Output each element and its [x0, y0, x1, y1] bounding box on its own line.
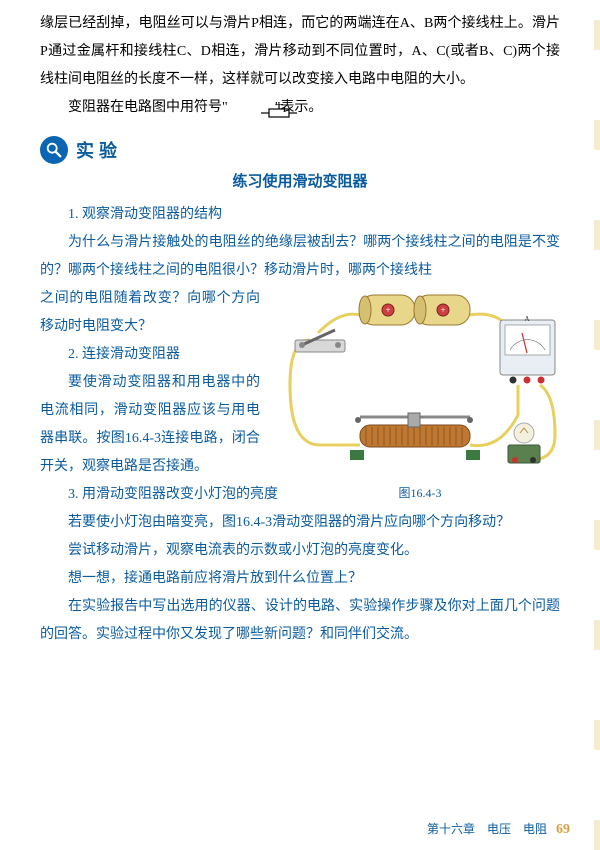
page-number: 69 — [556, 822, 570, 837]
experiment-title: 实 验 — [76, 137, 117, 163]
svg-text:A: A — [524, 315, 529, 323]
intro-p2-b: "表示。 — [275, 100, 323, 115]
battery-icon: + + — [359, 295, 470, 325]
intro-paragraph-2: 变阻器在电路图中用符号" "表示。 — [40, 94, 560, 122]
section-3-p3: 想一想，接通电路前应将滑片放到什么位置上？ — [40, 565, 560, 593]
chapter-label: 第十六章 电压 电阻 — [427, 822, 547, 836]
page-footer: 第十六章 电压 电阻 69 — [427, 820, 570, 838]
wrap-block: 之间的电阻随着改变？向哪个方向移动时电阻变大？ 2. 连接滑动变阻器 要使滑动变… — [40, 285, 560, 481]
intro-paragraph-1: 缘层已经刮掉，电阻丝可以与滑片P相连，而它的两端连在A、B两个接线柱上。滑片P通… — [40, 10, 560, 94]
bulb-icon — [508, 423, 540, 463]
figure-16-4-3: + + A — [270, 285, 570, 501]
variable-resistor-symbol-icon — [233, 101, 269, 115]
figure-caption: 图16.4-3 — [270, 484, 570, 501]
svg-text:+: + — [385, 305, 390, 315]
section-3-p1: 若要使小灯泡由暗变亮，图16.4-3滑动变阻器的滑片应向哪个方向移动？ — [40, 509, 560, 537]
section-1-body-b: 之间的电阻随着改变？向哪个方向移动时电阻变大？ — [40, 285, 260, 341]
intro-p2-a: 变阻器在电路图中用符号" — [68, 100, 228, 115]
svg-text:+: + — [440, 305, 445, 315]
ammeter-icon: A — [500, 315, 555, 384]
circuit-diagram-icon: + + A — [270, 285, 570, 475]
section-2-title: 2. 连接滑动变阻器 — [40, 341, 260, 369]
experiment-body-2: 3. 用滑动变阻器改变小灯泡的亮度 若要使小灯泡由暗变亮，图16.4-3滑动变阻… — [40, 481, 560, 649]
section-3-p4: 在实验报告中写出选用的仪器、设计的电路、实验操作步骤及你对上面几个问题的回答。实… — [40, 593, 560, 649]
switch-icon — [295, 330, 345, 352]
experiment-body: 1. 观察滑动变阻器的结构 为什么与滑片接触处的电阻丝的绝缘层被刮去？哪两个接线… — [40, 201, 560, 285]
rheostat-icon — [350, 413, 480, 460]
magnifier-icon — [40, 136, 68, 164]
page-container: 缘层已经刮掉，电阻丝可以与滑片P相连，而它的两端连在A、B两个接线柱上。滑片P通… — [0, 0, 600, 850]
experiment-subtitle: 练习使用滑动变阻器 — [40, 170, 560, 191]
section-2-body: 要使滑动变阻器和用电器中的电流相同，滑动变阻器应该与用电器串联。按图16.4-3… — [40, 369, 260, 481]
section-3-p2: 尝试移动滑片，观察电流表的示数或小灯泡的亮度变化。 — [40, 537, 560, 565]
section-1-title: 1. 观察滑动变阻器的结构 — [40, 201, 560, 229]
left-text-column: 之间的电阻随着改变？向哪个方向移动时电阻变大？ 2. 连接滑动变阻器 要使滑动变… — [40, 285, 260, 481]
experiment-header: 实 验 — [40, 136, 560, 164]
section-1-body-a: 为什么与滑片接触处的电阻丝的绝缘层被刮去？哪两个接线柱之间的电阻是不变的？哪两个… — [40, 229, 560, 285]
